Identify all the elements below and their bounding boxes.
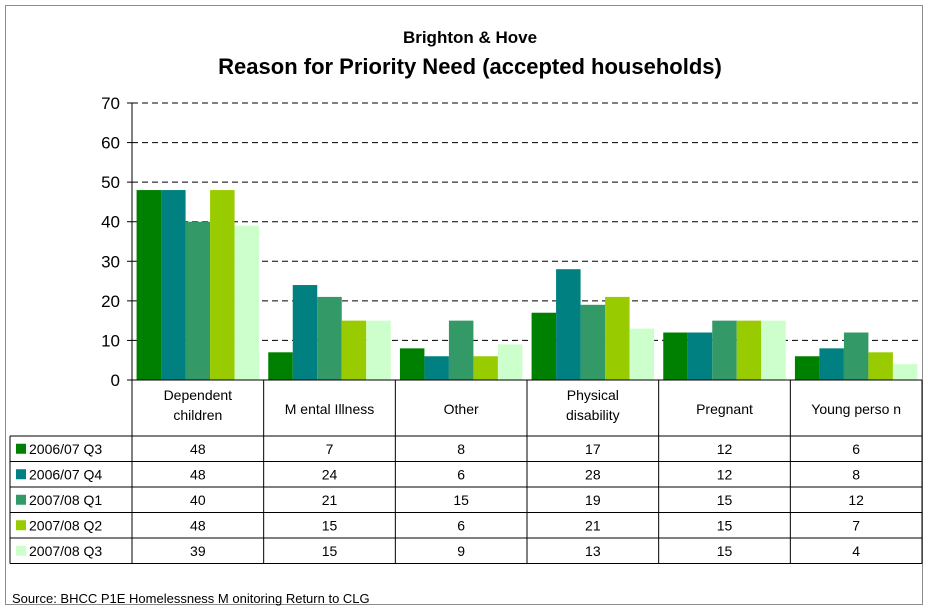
data-label: 21 [322, 492, 338, 508]
bar [687, 332, 713, 380]
y-tick-label: 40 [101, 213, 120, 232]
data-label: 4 [852, 543, 860, 559]
bar [497, 344, 523, 380]
category-label: Young perso n [811, 401, 901, 417]
data-table: Dependent children M ental Illness Other Phy… [9, 379, 923, 564]
data-label: 9 [457, 543, 465, 559]
legend-key [16, 520, 26, 531]
y-tick-label: 20 [101, 292, 120, 311]
y-tick-label: 50 [101, 173, 120, 192]
bar [185, 221, 211, 380]
category-label: Dependent [164, 387, 233, 403]
category-label: children [173, 407, 222, 423]
bar [210, 190, 235, 380]
data-label: 12 [717, 466, 733, 482]
data-label: 6 [457, 517, 465, 533]
y-tick-label: 70 [101, 94, 120, 113]
bar [531, 312, 557, 380]
bar [843, 332, 869, 380]
data-label: 7 [852, 517, 860, 533]
chart-title: Brighton & Hove [403, 28, 537, 47]
y-tick-label: 0 [111, 371, 120, 390]
data-label: 13 [585, 543, 601, 559]
bar [136, 190, 162, 380]
bar [629, 328, 655, 380]
data-label: 6 [457, 466, 465, 482]
y-tick-label: 30 [101, 252, 120, 271]
chart-subtitle: Reason for Priority Need (accepted house… [218, 54, 722, 79]
data-label: 15 [322, 543, 338, 559]
bar [234, 225, 260, 380]
bar [794, 356, 820, 380]
bar [424, 356, 449, 380]
data-label: 17 [585, 441, 601, 457]
bar [892, 364, 918, 380]
series-name: 2007/08 Q3 [29, 543, 102, 559]
bar [366, 320, 391, 380]
category-label: M ental Illness [285, 401, 374, 417]
legend-key [16, 443, 26, 454]
legend-key [16, 494, 26, 505]
bars [136, 190, 918, 380]
bar [819, 348, 844, 380]
data-label: 28 [585, 466, 601, 482]
category-label: disability [566, 407, 620, 423]
category-label: Pregnant [696, 401, 753, 417]
data-label: 19 [585, 492, 601, 508]
series-name: 2006/07 Q3 [29, 441, 102, 457]
data-label: 8 [457, 441, 465, 457]
y-tick-label: 10 [101, 331, 120, 350]
data-label: 15 [322, 517, 338, 533]
bar [712, 320, 737, 380]
bar [736, 320, 762, 380]
data-label: 8 [852, 466, 860, 482]
y-tick-label: 60 [101, 134, 120, 153]
bar [580, 304, 606, 380]
bar [317, 296, 342, 380]
bar [268, 352, 293, 380]
bar [341, 320, 367, 380]
bar [761, 320, 786, 380]
series-name: 2007/08 Q1 [29, 492, 102, 508]
bar [556, 269, 581, 380]
bar [161, 190, 186, 380]
category-label: Physical [567, 387, 619, 403]
data-label: 15 [717, 543, 733, 559]
data-label: 15 [717, 517, 733, 533]
bar [399, 348, 425, 380]
chart-frame [5, 5, 923, 605]
bar [605, 296, 630, 380]
data-label: 48 [190, 441, 206, 457]
series-name: 2007/08 Q2 [29, 517, 102, 533]
data-label: 15 [717, 492, 733, 508]
data-label: 7 [326, 441, 334, 457]
data-label: 24 [322, 466, 338, 482]
data-label: 6 [852, 441, 860, 457]
bar [448, 320, 474, 380]
data-label: 21 [585, 517, 601, 533]
bar [473, 356, 498, 380]
data-label: 12 [848, 492, 864, 508]
source-note: Source: BHCC P1E Homelessness M onitorin… [12, 591, 370, 606]
legend-key [16, 469, 26, 480]
legend-key [16, 545, 26, 556]
data-label: 40 [190, 492, 206, 508]
data-label: 12 [717, 441, 733, 457]
data-label: 48 [190, 466, 206, 482]
series-name: 2006/07 Q4 [29, 466, 102, 482]
y-axis: 0 10 20 30 40 50 60 70 [101, 94, 133, 390]
data-label: 48 [190, 517, 206, 533]
data-label: 39 [190, 543, 206, 559]
category-label: Other [444, 401, 479, 417]
bar [292, 285, 318, 380]
gridlines [132, 102, 922, 341]
data-label: 15 [453, 492, 469, 508]
bar [868, 352, 893, 380]
bar [663, 332, 688, 380]
